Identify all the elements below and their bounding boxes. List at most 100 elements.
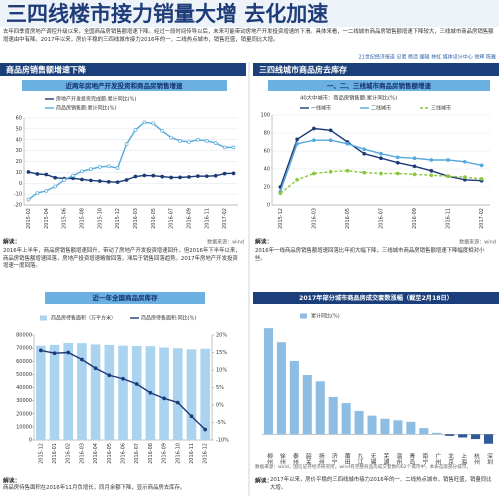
x-tick-label: 2016-09 <box>162 443 168 464</box>
bar <box>406 421 416 435</box>
point <box>93 366 98 371</box>
line <box>279 139 482 192</box>
y-tick-label: 30000 <box>16 398 32 404</box>
x-tick-label: 2016-09 <box>186 208 192 229</box>
x-tick-label: 深圳 <box>486 452 493 466</box>
point <box>379 156 383 161</box>
section-title: 三四线城市商品房去库存 <box>259 65 347 75</box>
point <box>345 168 350 173</box>
bar <box>315 381 325 435</box>
legend-swatch <box>300 313 307 319</box>
point <box>328 138 333 143</box>
point <box>412 164 417 169</box>
point <box>151 121 156 126</box>
point <box>362 147 367 152</box>
point <box>379 171 383 176</box>
point <box>429 168 434 173</box>
y-tick-label: -10 <box>14 192 22 198</box>
bar <box>186 349 197 440</box>
point <box>204 174 209 179</box>
x-tick-label: 2016-07 <box>134 443 140 464</box>
point <box>312 171 316 176</box>
y-tick-label: 50000 <box>16 372 32 378</box>
bar <box>172 348 183 440</box>
point <box>133 174 138 179</box>
point <box>189 414 194 419</box>
point <box>80 357 84 362</box>
point <box>328 128 333 133</box>
point <box>66 350 71 355</box>
y-tick-label: 20 <box>16 159 22 165</box>
point <box>412 156 417 161</box>
point <box>106 179 111 184</box>
point <box>196 174 200 178</box>
byline: 21世纪经济报道 记者 杨清 编辑 林虹 媒体设计中心 徐辉 陈雅 <box>359 54 497 61</box>
point <box>462 175 467 179</box>
legend-label: 房地产开发投资完成额:累计同比(%) <box>56 96 136 103</box>
x-tick-label: 上海 <box>460 452 467 466</box>
point <box>80 169 84 174</box>
bar <box>276 342 286 435</box>
y-tick-label: 40 <box>16 137 22 143</box>
point <box>97 179 102 183</box>
y2-tick-label: 5% <box>216 385 224 391</box>
bar <box>445 434 455 436</box>
x-tick-label: 2016-12 <box>203 443 209 464</box>
x-tick-label: 2016-05 <box>107 443 113 464</box>
bar <box>483 434 494 444</box>
note-label: 解读： <box>2 238 20 246</box>
line <box>28 171 234 183</box>
bar <box>380 418 390 435</box>
point <box>178 175 182 180</box>
point <box>379 151 383 156</box>
x-tick-label: 九江 <box>356 452 363 466</box>
y-tick-label: -20 <box>14 203 22 209</box>
point <box>160 174 165 179</box>
x-tick-label: 无锡 <box>369 453 376 466</box>
point <box>53 184 58 189</box>
bar <box>328 396 338 435</box>
note-label: 解读： <box>254 238 272 246</box>
x-tick-label: 2016-03 <box>79 443 85 464</box>
point <box>295 177 300 182</box>
point <box>148 390 153 395</box>
x-tick-label: 2016-05 <box>345 208 351 229</box>
point <box>115 166 120 170</box>
point <box>178 138 182 143</box>
point <box>345 141 350 146</box>
point <box>429 158 434 162</box>
chart-banner <box>45 292 205 304</box>
point <box>312 126 316 131</box>
point <box>115 180 120 185</box>
section-bar <box>253 63 499 76</box>
point <box>395 171 400 176</box>
point <box>187 140 191 144</box>
point <box>175 400 180 405</box>
section-bar <box>0 63 246 76</box>
bar <box>367 415 377 435</box>
bar <box>458 434 468 438</box>
point <box>462 159 467 164</box>
bar <box>419 428 429 435</box>
bar <box>104 344 115 440</box>
point <box>160 129 165 133</box>
x-tick-label: 莆田 <box>343 452 350 466</box>
point <box>107 373 112 378</box>
y-tick-label: 0 <box>267 203 270 209</box>
point <box>395 160 400 165</box>
point <box>278 191 283 196</box>
legend-label: 二线城市 <box>371 105 391 112</box>
point <box>26 197 31 202</box>
point <box>44 189 49 193</box>
source: 数据来源：wind <box>207 239 244 246</box>
y2-tick-label: 10% <box>216 368 227 374</box>
point <box>169 135 173 140</box>
point <box>89 178 93 183</box>
bar <box>63 342 74 440</box>
point <box>162 396 166 401</box>
point <box>231 145 236 150</box>
note: 2016年上半年，商品房销售额增速回升，带动了房地产开发投资增速回升。但2016… <box>3 248 241 270</box>
y-tick-label: 0 <box>19 181 22 187</box>
